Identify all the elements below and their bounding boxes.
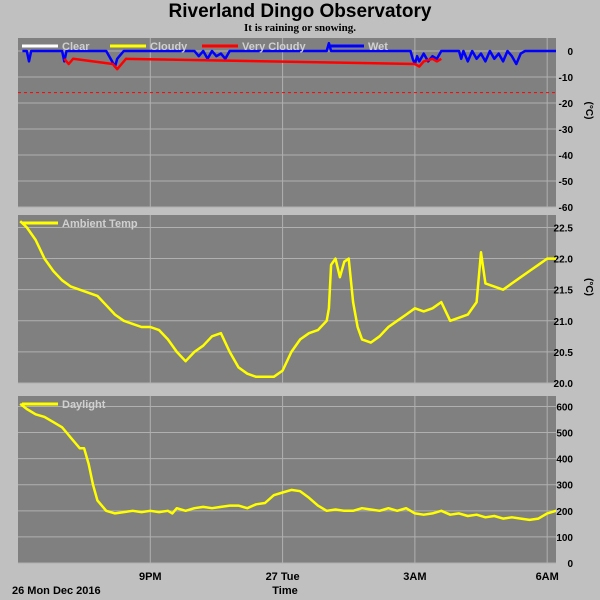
- x-tick-label: 9PM: [139, 571, 162, 583]
- x-tick-label: 3AM: [403, 571, 426, 583]
- y-tick-label: 20.0: [554, 379, 574, 390]
- page-title: Riverland Dingo Observatory: [168, 1, 432, 22]
- y-tick-label: 0: [567, 559, 573, 570]
- y-tick-label: -30: [559, 125, 574, 136]
- series-line-very-cloudy: [63, 57, 442, 71]
- plot-area: [18, 215, 556, 383]
- x-axis-title: Time: [272, 585, 297, 597]
- y-tick-label: 20.5: [554, 348, 574, 359]
- x-tick-label: 27 Tue: [266, 571, 300, 583]
- y-tick-label: 0: [567, 47, 573, 58]
- series-line-wet: [22, 41, 556, 68]
- legend-label: Wet: [368, 41, 388, 53]
- panel-3: 0 100 200 300 400 500 600 Daylight: [18, 396, 573, 570]
- legend-label: Ambient Temp: [62, 218, 138, 230]
- y-tick-label: 300: [556, 481, 573, 492]
- y-tick-label: 500: [556, 429, 573, 440]
- page-subtitle: It is raining or snowing.: [244, 22, 356, 34]
- y-tick-label: 21.5: [554, 286, 574, 297]
- series-line-daylight: [19, 402, 556, 522]
- y-tick-label: 22.5: [554, 223, 574, 234]
- legend-label: Daylight: [62, 399, 106, 411]
- plot-area: [18, 38, 556, 207]
- x-tick-label: 6AM: [536, 571, 559, 583]
- legend-label: Clear: [62, 41, 90, 53]
- y-tick-label: 400: [556, 455, 573, 466]
- panel-2: 20.0 20.5 21.0 21.5 22.0 22.5 (°C) Ambient Temp: [18, 215, 594, 390]
- y-axis-title: (°C): [583, 102, 594, 120]
- y-tick-label: -60: [559, 203, 574, 214]
- date-label: 26 Mon Dec 2016: [12, 585, 101, 597]
- y-tick-label: 100: [556, 533, 573, 544]
- y-tick-label: -40: [559, 151, 574, 162]
- y-tick-label: 22.0: [554, 255, 574, 266]
- plot-area: [18, 396, 556, 563]
- series-line-ambient-temp: [19, 220, 556, 379]
- legend-label: Cloudy: [150, 41, 188, 53]
- y-tick-label: -50: [559, 177, 574, 188]
- y-axis-title: (°C): [583, 278, 594, 296]
- y-tick-label: -20: [559, 99, 574, 110]
- legend-label: Very Cloudy: [242, 41, 306, 53]
- y-tick-label: 600: [556, 402, 573, 413]
- y-tick-label: 21.0: [554, 317, 574, 328]
- y-tick-label: 200: [556, 507, 573, 518]
- panel-1: 0 -10 -20 -30 -40 -50 -60 (°C) Clear Cloudy Very C…: [18, 38, 594, 214]
- y-tick-label: -10: [559, 73, 574, 84]
